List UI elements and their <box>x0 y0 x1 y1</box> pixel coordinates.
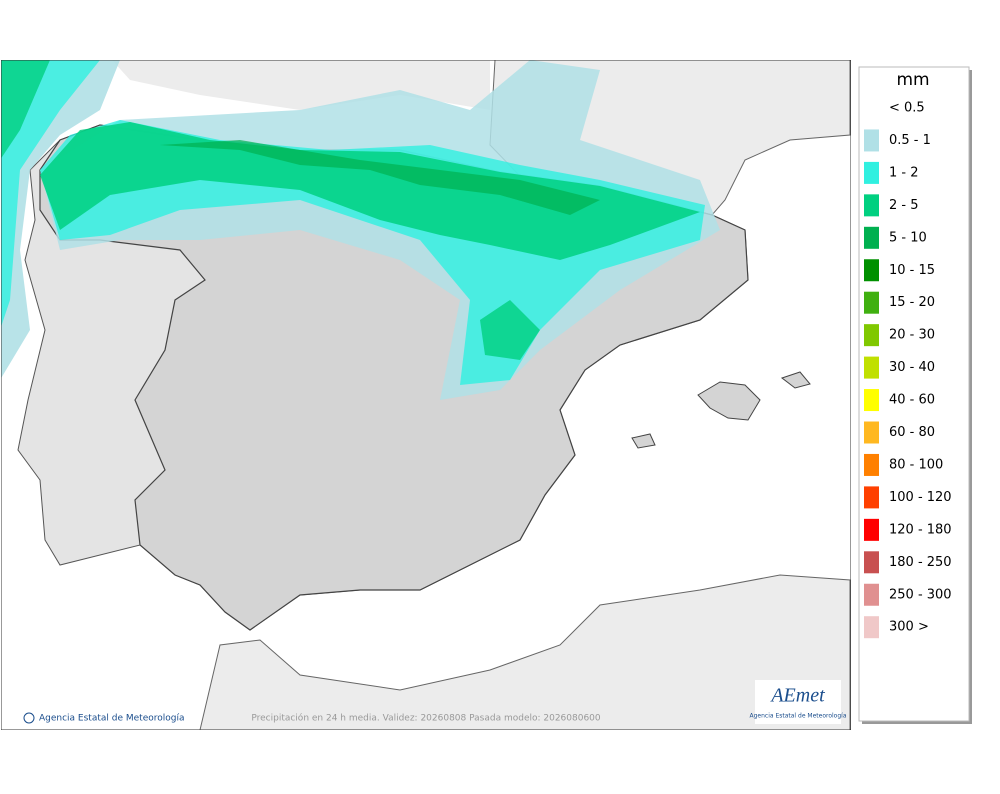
legend-label: 40 - 60 <box>889 393 935 408</box>
legend-swatch <box>864 324 879 347</box>
legend-title: mm <box>896 70 929 90</box>
legend-swatch <box>864 194 879 217</box>
legend-swatch <box>864 453 879 476</box>
copyright-icon <box>23 712 35 724</box>
legend-swatch <box>864 551 879 574</box>
legend-swatch <box>864 291 879 314</box>
legend-label: 20 - 30 <box>889 328 935 343</box>
legend-label: < 0.5 <box>889 101 925 116</box>
legend-label: 180 - 250 <box>889 555 952 570</box>
legend-swatch <box>864 226 879 249</box>
legend-label: 100 - 120 <box>889 490 952 505</box>
legend-swatch <box>864 161 879 184</box>
legend-swatch <box>864 616 879 639</box>
footer-center: Precipitación en 24 h media. Validez: 20… <box>251 713 601 724</box>
legend-swatch <box>864 486 879 509</box>
legend-items: < 0.5 0.5 - 1 1 - 2 2 - 5 5 - 10 10 - 15 15 - … <box>864 101 952 639</box>
legend-swatch <box>864 518 879 541</box>
legend-label: 5 - 10 <box>889 230 927 245</box>
legend-label: 10 - 15 <box>889 263 935 278</box>
legend-swatch <box>864 259 879 282</box>
legend-swatch <box>864 583 879 606</box>
logo-box <box>755 680 841 724</box>
legend-label: 250 - 300 <box>889 587 952 602</box>
map <box>1 60 851 730</box>
logo: AEmet <box>769 685 825 707</box>
legend-label: 2 - 5 <box>889 198 919 213</box>
logo-subtitle: Agencia Estatal de Meteorología <box>750 713 847 720</box>
legend-label: 1 - 2 <box>889 165 919 180</box>
legend-label: 60 - 80 <box>889 425 935 440</box>
legend-label: 30 - 40 <box>889 360 935 375</box>
legend-label: 120 - 180 <box>889 522 952 537</box>
legend-swatch <box>864 421 879 444</box>
legend-swatch <box>864 129 879 152</box>
legend-swatch <box>864 356 879 379</box>
legend-label: 0.5 - 1 <box>889 133 931 148</box>
legend-swatch <box>864 389 879 412</box>
footer-left: Agencia Estatal de Meteorología <box>39 714 185 724</box>
legend-label: 300 > <box>889 620 929 635</box>
legend-label: 15 - 20 <box>889 295 935 310</box>
legend-label: 80 - 100 <box>889 457 943 472</box>
